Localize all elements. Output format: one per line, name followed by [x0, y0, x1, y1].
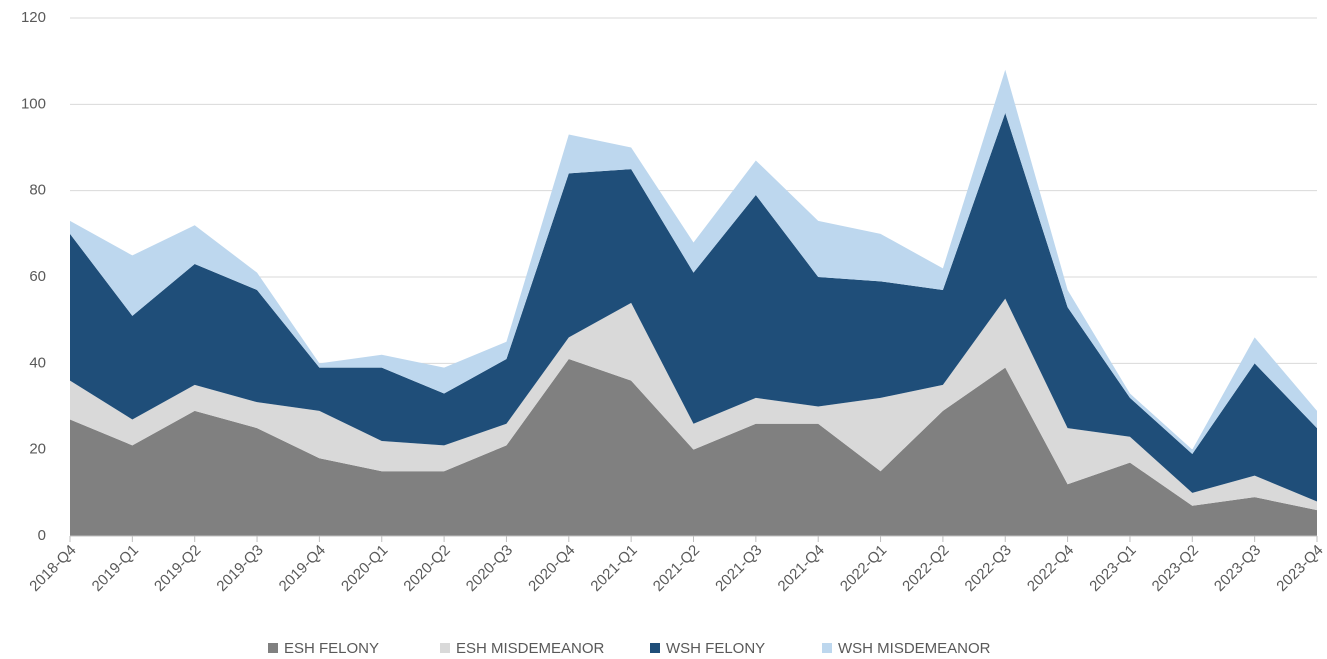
x-tick-label: 2022-Q2	[899, 542, 952, 595]
x-tick-label: 2022-Q4	[1024, 542, 1077, 595]
y-tick-label: 100	[21, 95, 46, 112]
x-tick-label: 2019-Q1	[89, 542, 142, 595]
y-tick-label: 0	[38, 527, 46, 544]
legend-label: WSH FELONY	[666, 640, 765, 657]
y-tick-label: 20	[29, 441, 46, 458]
area	[70, 112, 1317, 502]
x-tick-label: 2023-Q3	[1211, 542, 1264, 595]
x-tick-label: 2021-Q4	[775, 542, 828, 595]
x-tick-label: 2023-Q1	[1086, 542, 1139, 595]
legend-label: ESH MISDEMEANOR	[456, 640, 605, 657]
x-tick-label: 2020-Q3	[463, 542, 516, 595]
x-tick-label: 2021-Q1	[587, 542, 640, 595]
y-tick-label: 80	[29, 182, 46, 199]
legend-swatch	[650, 643, 660, 653]
x-tick-label: 2022-Q1	[837, 542, 890, 595]
x-tick-label: 2023-Q2	[1149, 542, 1202, 595]
legend-swatch	[268, 643, 278, 653]
x-tick-label: 2019-Q3	[213, 542, 266, 595]
x-tick-label: 2019-Q4	[276, 542, 329, 595]
y-tick-label: 120	[21, 9, 46, 26]
x-tick-label: 2022-Q3	[962, 542, 1015, 595]
x-tick-label: 2019-Q2	[151, 542, 204, 595]
area	[70, 69, 1317, 454]
x-tick-label: 2023-Q4	[1273, 542, 1326, 595]
x-tick-label: 2021-Q2	[650, 542, 703, 595]
x-tick-label: 2020-Q2	[400, 542, 453, 595]
area	[70, 359, 1317, 536]
legend-swatch	[822, 643, 832, 653]
y-tick-label: 60	[29, 268, 46, 285]
legend-label: WSH MISDEMEANOR	[838, 640, 991, 657]
legend-label: ESH FELONY	[284, 640, 379, 657]
x-tick-label: 2018-Q4	[26, 542, 79, 595]
x-tick-label: 2020-Q4	[525, 542, 578, 595]
area	[70, 298, 1317, 511]
x-tick-label: 2021-Q3	[712, 542, 765, 595]
y-tick-label: 40	[29, 354, 46, 371]
legend-swatch	[440, 643, 450, 653]
x-tick-label: 2020-Q1	[338, 542, 391, 595]
